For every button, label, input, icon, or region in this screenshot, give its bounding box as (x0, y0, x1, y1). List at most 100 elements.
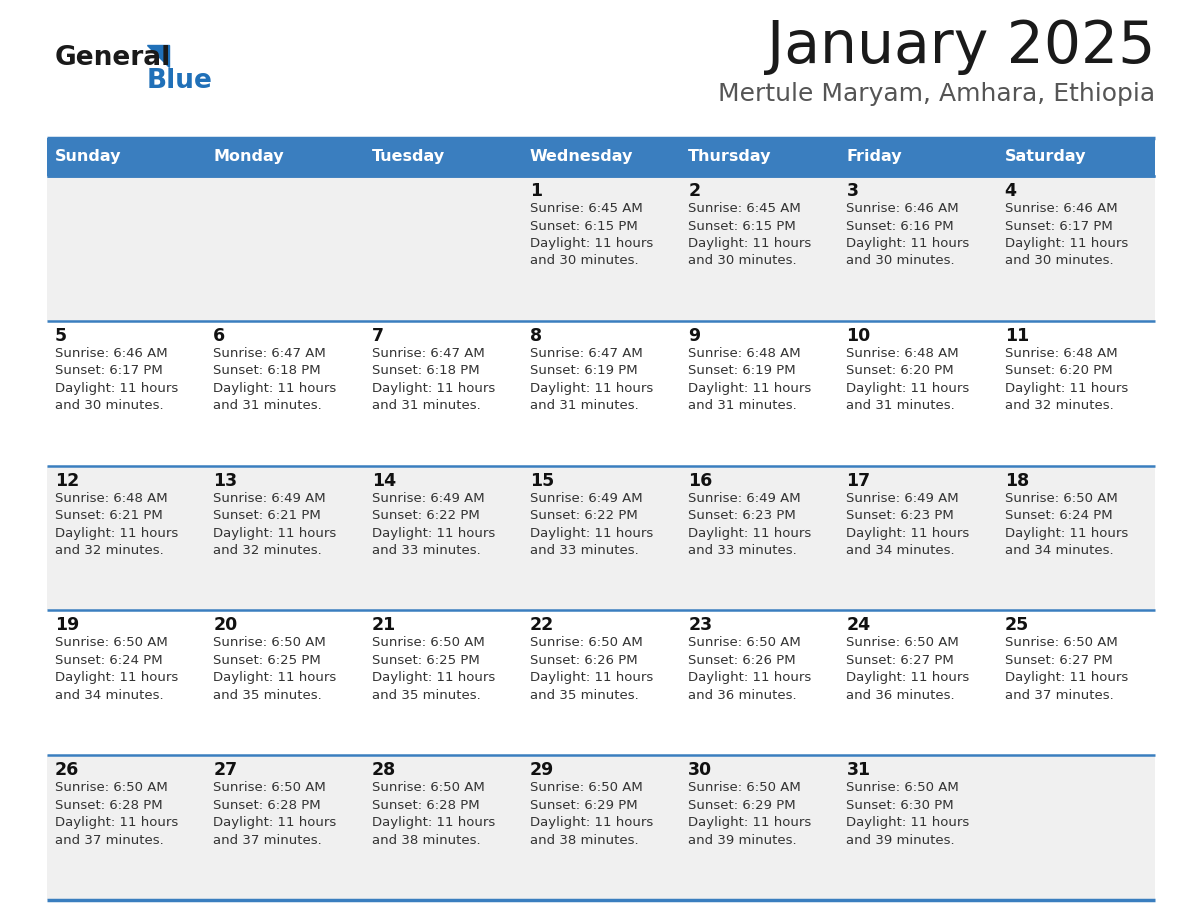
Text: and 38 minutes.: and 38 minutes. (372, 834, 480, 846)
Text: 1: 1 (530, 182, 542, 200)
Text: Wednesday: Wednesday (530, 150, 633, 164)
Text: Sunrise: 6:48 AM: Sunrise: 6:48 AM (1005, 347, 1118, 360)
Text: General: General (55, 45, 171, 71)
Text: Daylight: 11 hours: Daylight: 11 hours (846, 382, 969, 395)
Text: and 38 minutes.: and 38 minutes. (530, 834, 638, 846)
Text: Sunrise: 6:49 AM: Sunrise: 6:49 AM (846, 492, 959, 505)
Text: 28: 28 (372, 761, 396, 779)
Text: 29: 29 (530, 761, 554, 779)
Text: Sunset: 6:24 PM: Sunset: 6:24 PM (55, 654, 163, 666)
Text: Daylight: 11 hours: Daylight: 11 hours (688, 382, 811, 395)
Text: Daylight: 11 hours: Daylight: 11 hours (1005, 671, 1127, 685)
Text: 22: 22 (530, 616, 554, 634)
Text: Sunset: 6:20 PM: Sunset: 6:20 PM (1005, 364, 1112, 377)
Text: 5: 5 (55, 327, 68, 345)
Text: Sunset: 6:15 PM: Sunset: 6:15 PM (530, 219, 638, 232)
Text: Blue: Blue (147, 68, 213, 94)
Text: Sunrise: 6:50 AM: Sunrise: 6:50 AM (214, 781, 326, 794)
Text: Daylight: 11 hours: Daylight: 11 hours (688, 527, 811, 540)
Text: Sunset: 6:22 PM: Sunset: 6:22 PM (372, 509, 479, 522)
Text: Sunset: 6:27 PM: Sunset: 6:27 PM (846, 654, 954, 666)
Text: Sunset: 6:29 PM: Sunset: 6:29 PM (530, 799, 638, 812)
Text: Sunset: 6:26 PM: Sunset: 6:26 PM (530, 654, 638, 666)
Text: Daylight: 11 hours: Daylight: 11 hours (846, 816, 969, 829)
Text: Daylight: 11 hours: Daylight: 11 hours (214, 816, 336, 829)
Text: 11: 11 (1005, 327, 1029, 345)
Text: Sunrise: 6:50 AM: Sunrise: 6:50 AM (372, 636, 485, 649)
Text: and 31 minutes.: and 31 minutes. (688, 399, 797, 412)
Text: 10: 10 (846, 327, 871, 345)
Text: Daylight: 11 hours: Daylight: 11 hours (214, 382, 336, 395)
Text: Daylight: 11 hours: Daylight: 11 hours (55, 816, 178, 829)
Text: Sunset: 6:23 PM: Sunset: 6:23 PM (688, 509, 796, 522)
Text: and 34 minutes.: and 34 minutes. (55, 688, 164, 702)
Text: 17: 17 (846, 472, 871, 489)
Text: Sunset: 6:18 PM: Sunset: 6:18 PM (372, 364, 479, 377)
Text: Daylight: 11 hours: Daylight: 11 hours (55, 382, 178, 395)
Text: Daylight: 11 hours: Daylight: 11 hours (530, 237, 653, 250)
Text: Sunrise: 6:49 AM: Sunrise: 6:49 AM (372, 492, 485, 505)
Text: Sunrise: 6:50 AM: Sunrise: 6:50 AM (1005, 636, 1118, 649)
Text: 26: 26 (55, 761, 80, 779)
Text: Daylight: 11 hours: Daylight: 11 hours (688, 237, 811, 250)
Text: Sunrise: 6:50 AM: Sunrise: 6:50 AM (55, 636, 168, 649)
Text: and 33 minutes.: and 33 minutes. (688, 544, 797, 557)
Text: Sunrise: 6:49 AM: Sunrise: 6:49 AM (688, 492, 801, 505)
Text: and 35 minutes.: and 35 minutes. (530, 688, 639, 702)
Text: Sunrise: 6:48 AM: Sunrise: 6:48 AM (688, 347, 801, 360)
Text: Sunset: 6:17 PM: Sunset: 6:17 PM (55, 364, 163, 377)
Text: 19: 19 (55, 616, 80, 634)
Text: and 33 minutes.: and 33 minutes. (530, 544, 639, 557)
Text: Daylight: 11 hours: Daylight: 11 hours (1005, 527, 1127, 540)
Text: Sunset: 6:22 PM: Sunset: 6:22 PM (530, 509, 638, 522)
Text: Mertule Maryam, Amhara, Ethiopia: Mertule Maryam, Amhara, Ethiopia (718, 82, 1155, 106)
Text: Daylight: 11 hours: Daylight: 11 hours (214, 671, 336, 685)
Text: 18: 18 (1005, 472, 1029, 489)
Text: Sunset: 6:17 PM: Sunset: 6:17 PM (1005, 219, 1112, 232)
Text: Sunset: 6:28 PM: Sunset: 6:28 PM (55, 799, 163, 812)
Text: Sunrise: 6:49 AM: Sunrise: 6:49 AM (530, 492, 643, 505)
Text: Daylight: 11 hours: Daylight: 11 hours (530, 527, 653, 540)
Text: Sunrise: 6:50 AM: Sunrise: 6:50 AM (530, 781, 643, 794)
Text: Daylight: 11 hours: Daylight: 11 hours (530, 671, 653, 685)
Bar (48, 176, 1155, 320)
Text: and 30 minutes.: and 30 minutes. (530, 254, 638, 267)
Text: Sunrise: 6:48 AM: Sunrise: 6:48 AM (846, 347, 959, 360)
Text: and 33 minutes.: and 33 minutes. (372, 544, 480, 557)
Text: Sunset: 6:21 PM: Sunset: 6:21 PM (55, 509, 163, 522)
Text: Daylight: 11 hours: Daylight: 11 hours (846, 237, 969, 250)
Text: and 35 minutes.: and 35 minutes. (372, 688, 480, 702)
Text: Daylight: 11 hours: Daylight: 11 hours (530, 382, 653, 395)
Text: Sunrise: 6:50 AM: Sunrise: 6:50 AM (846, 781, 959, 794)
Text: 23: 23 (688, 616, 713, 634)
Text: Sunrise: 6:46 AM: Sunrise: 6:46 AM (1005, 202, 1118, 215)
Text: and 31 minutes.: and 31 minutes. (372, 399, 480, 412)
Text: Daylight: 11 hours: Daylight: 11 hours (55, 527, 178, 540)
Text: 15: 15 (530, 472, 554, 489)
Text: Daylight: 11 hours: Daylight: 11 hours (55, 671, 178, 685)
Text: Sunset: 6:26 PM: Sunset: 6:26 PM (688, 654, 796, 666)
Text: Daylight: 11 hours: Daylight: 11 hours (688, 671, 811, 685)
Text: Friday: Friday (846, 150, 902, 164)
Text: 12: 12 (55, 472, 80, 489)
Text: Sunrise: 6:45 AM: Sunrise: 6:45 AM (530, 202, 643, 215)
Text: Sunrise: 6:50 AM: Sunrise: 6:50 AM (688, 781, 801, 794)
Text: Sunset: 6:25 PM: Sunset: 6:25 PM (214, 654, 321, 666)
Text: Sunrise: 6:49 AM: Sunrise: 6:49 AM (214, 492, 326, 505)
Text: and 36 minutes.: and 36 minutes. (688, 688, 797, 702)
Text: Daylight: 11 hours: Daylight: 11 hours (372, 382, 495, 395)
Text: and 31 minutes.: and 31 minutes. (214, 399, 322, 412)
Text: Tuesday: Tuesday (372, 150, 444, 164)
Text: Sunrise: 6:50 AM: Sunrise: 6:50 AM (688, 636, 801, 649)
Text: Sunset: 6:28 PM: Sunset: 6:28 PM (214, 799, 321, 812)
Text: Sunrise: 6:47 AM: Sunrise: 6:47 AM (530, 347, 643, 360)
Bar (48, 756, 1155, 900)
Text: Sunset: 6:19 PM: Sunset: 6:19 PM (688, 364, 796, 377)
Text: and 39 minutes.: and 39 minutes. (846, 834, 955, 846)
Text: 20: 20 (214, 616, 238, 634)
Text: 16: 16 (688, 472, 713, 489)
Text: and 39 minutes.: and 39 minutes. (688, 834, 797, 846)
Text: Sunset: 6:25 PM: Sunset: 6:25 PM (372, 654, 479, 666)
Bar (48, 320, 1155, 465)
Text: and 31 minutes.: and 31 minutes. (846, 399, 955, 412)
